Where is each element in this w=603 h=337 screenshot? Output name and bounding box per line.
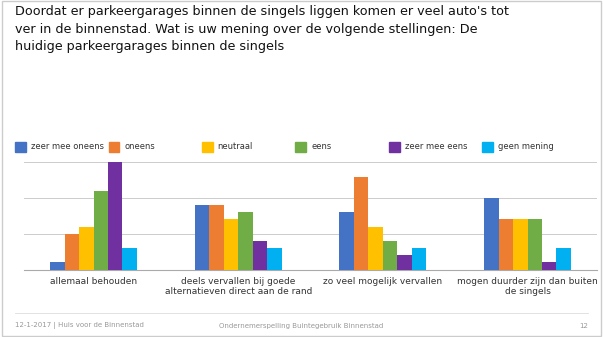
Bar (122, 248, 137, 270)
Bar (368, 226, 383, 270)
Bar (253, 241, 267, 270)
Bar (484, 198, 499, 270)
Text: eens: eens (311, 143, 332, 151)
Bar (397, 255, 412, 270)
Text: 12: 12 (579, 323, 588, 329)
Bar (93, 191, 108, 270)
Bar (499, 219, 513, 270)
Bar (267, 248, 282, 270)
Bar (50, 263, 65, 270)
Bar (209, 205, 224, 270)
Text: zeer mee eens: zeer mee eens (405, 143, 467, 151)
Bar (224, 219, 238, 270)
Bar (528, 219, 542, 270)
Text: 12-1-2017 | Huis voor de Binnenstad: 12-1-2017 | Huis voor de Binnenstad (15, 321, 144, 329)
Text: oneens: oneens (124, 143, 155, 151)
Bar (79, 226, 93, 270)
Bar (513, 219, 528, 270)
Bar (542, 263, 557, 270)
Bar (195, 205, 209, 270)
Bar (65, 234, 79, 270)
Text: zeer mee oneens: zeer mee oneens (31, 143, 104, 151)
Bar (339, 212, 354, 270)
Bar (557, 248, 571, 270)
Text: Doordat er parkeergarages binnen de singels liggen komen er veel auto's tot
ver : Doordat er parkeergarages binnen de sing… (15, 5, 509, 53)
Text: Ondernemerspelling Buintegebruik Binnenstad: Ondernemerspelling Buintegebruik Binnens… (219, 323, 384, 329)
Bar (412, 248, 426, 270)
Bar (238, 212, 253, 270)
Bar (108, 162, 122, 270)
Bar (383, 241, 397, 270)
Text: geen mening: geen mening (498, 143, 554, 151)
Text: neutraal: neutraal (218, 143, 253, 151)
Bar (354, 177, 368, 270)
